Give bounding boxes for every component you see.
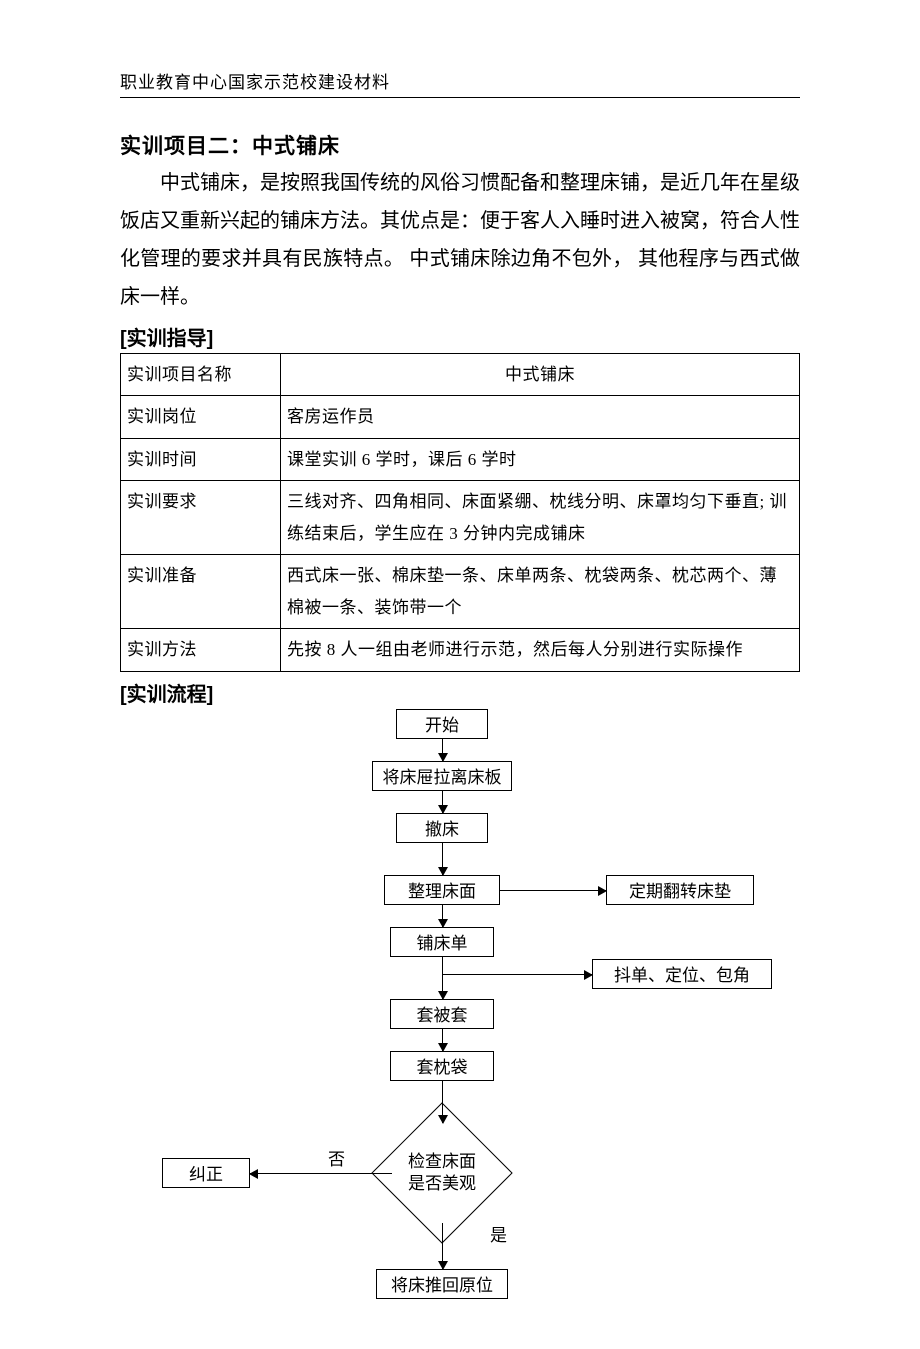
flow-arrow bbox=[443, 974, 592, 975]
flow-branch-label: 是 bbox=[490, 1221, 507, 1246]
cell-label: 实训方法 bbox=[121, 629, 281, 671]
project-title: 实训项目二：中式铺床 bbox=[120, 130, 800, 160]
flow-arrow bbox=[442, 791, 443, 813]
intro-paragraph: 中式铺床，是按照我国传统的风俗习惯配备和整理床铺，是近几年在星级饭店又重新兴起的… bbox=[120, 164, 800, 316]
cell-label: 实训项目名称 bbox=[121, 354, 281, 396]
table-row: 实训岗位客房运作员 bbox=[121, 396, 800, 438]
table-row: 实训准备西式床一张、棉床垫一条、床单两条、枕袋两条、枕芯两个、薄棉被一条、装饰带… bbox=[121, 555, 800, 629]
training-guide-table: 实训项目名称中式铺床 实训岗位客房运作员 实训时间课堂实训 6 学时，课后 6 … bbox=[120, 353, 800, 672]
running-header: 职业教育中心国家示范校建设材料 bbox=[120, 68, 800, 98]
section-flow-heading: [实训流程] bbox=[120, 678, 800, 707]
cell-value: 中式铺床 bbox=[281, 354, 800, 396]
document-page: 职业教育中心国家示范校建设材料 实训项目二：中式铺床 中式铺床，是按照我国传统的… bbox=[120, 68, 800, 1349]
cell-value: 西式床一张、棉床垫一条、床单两条、枕袋两条、枕芯两个、薄棉被一条、装饰带一个 bbox=[281, 555, 800, 629]
flow-step: 铺床单 bbox=[390, 927, 494, 957]
cell-value: 先按 8 人一组由老师进行示范，然后每人分别进行实际操作 bbox=[281, 629, 800, 671]
cell-label: 实训岗位 bbox=[121, 396, 281, 438]
cell-value: 三线对齐、四角相同、床面紧绷、枕线分明、床罩均匀下垂直; 训练结束后，学生应在 … bbox=[281, 481, 800, 555]
flow-arrow bbox=[442, 905, 443, 927]
cell-value: 客房运作员 bbox=[281, 396, 800, 438]
table-row: 实训时间课堂实训 6 学时，课后 6 学时 bbox=[121, 438, 800, 480]
flow-arrow bbox=[442, 739, 443, 761]
cell-value: 课堂实训 6 学时，课后 6 学时 bbox=[281, 438, 800, 480]
flow-branch-label: 否 bbox=[328, 1145, 345, 1170]
section-guide-heading: [实训指导] bbox=[120, 322, 800, 351]
flow-step: 将床推回原位 bbox=[376, 1269, 508, 1299]
flow-arrow bbox=[442, 957, 443, 999]
flow-step: 整理床面 bbox=[384, 875, 500, 905]
table-row: 实训项目名称中式铺床 bbox=[121, 354, 800, 396]
flow-step: 抖单、定位、包角 bbox=[592, 959, 772, 989]
flow-step: 将床屉拉离床板 bbox=[372, 761, 512, 791]
flow-step: 开始 bbox=[396, 709, 488, 739]
flow-arrow bbox=[500, 890, 606, 891]
flow-arrow bbox=[442, 1029, 443, 1051]
flow-arrow bbox=[250, 1173, 392, 1174]
cell-label: 实训要求 bbox=[121, 481, 281, 555]
flow-arrow bbox=[442, 1223, 443, 1269]
cell-label: 实训准备 bbox=[121, 555, 281, 629]
flow-step: 纠正 bbox=[162, 1158, 250, 1188]
flow-step: 定期翻转床垫 bbox=[606, 875, 754, 905]
cell-label: 实训时间 bbox=[121, 438, 281, 480]
flow-step: 套枕袋 bbox=[390, 1051, 494, 1081]
flow-decision: 检查床面是否美观 bbox=[392, 1123, 492, 1223]
flow-arrow bbox=[442, 1081, 443, 1123]
flow-step: 撤床 bbox=[396, 813, 488, 843]
table-row: 实训要求三线对齐、四角相同、床面紧绷、枕线分明、床罩均匀下垂直; 训练结束后，学… bbox=[121, 481, 800, 555]
flow-step: 套被套 bbox=[390, 999, 494, 1029]
flowchart: 开始将床屉拉离床板撤床整理床面铺床单套被套套枕袋检查床面是否美观将床推回原位 定期… bbox=[120, 709, 800, 1349]
table-row: 实训方法先按 8 人一组由老师进行示范，然后每人分别进行实际操作 bbox=[121, 629, 800, 671]
flow-arrow bbox=[442, 843, 443, 875]
